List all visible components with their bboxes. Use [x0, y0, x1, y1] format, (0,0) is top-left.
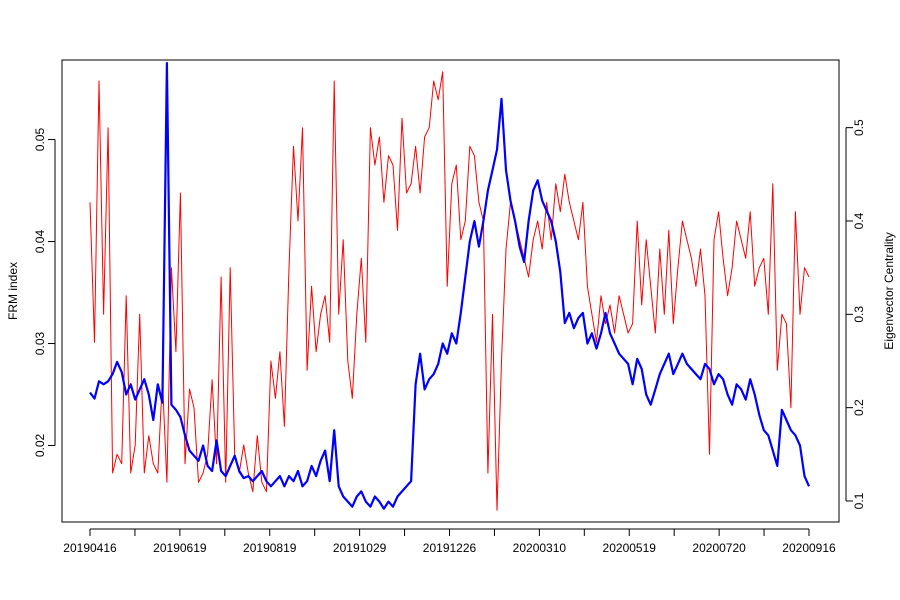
series-layer [89, 61, 811, 511]
series-line-eigenvector-centrality [89, 71, 810, 511]
y-tick-label-left: 0.05 [33, 128, 47, 152]
y-tick-label-left: 0.02 [33, 434, 47, 458]
x-tick-label: 20200310 [513, 541, 567, 555]
x-tick-label: 20190819 [243, 541, 297, 555]
y-tick-label-right: 0.3 [852, 306, 866, 323]
y-tick-label-left: 0.04 [33, 230, 47, 254]
x-tick-label: 20190619 [153, 541, 207, 555]
plot-frame [61, 59, 840, 523]
y-tick-label-right: 0.4 [852, 212, 866, 229]
y-tick-label-right: 0.1 [852, 492, 866, 509]
x-tick-label: 20191226 [423, 541, 477, 555]
x-tick-label: 20200720 [692, 541, 746, 555]
y-tick-label-left: 0.03 [33, 332, 47, 356]
y-tick-label-right: 0.5 [852, 119, 866, 136]
x-tick-label: 20191029 [333, 541, 387, 555]
y-tick-label-right: 0.2 [852, 399, 866, 416]
axes-layer: 20190416 20190619 20190819 20191029 20191226… [33, 119, 866, 555]
x-tick-label: 20200916 [782, 541, 836, 555]
x-tick-label: 20190416 [63, 541, 117, 555]
series-line-frm-index [89, 61, 811, 510]
y-axis-right-title: Eigenvector Centrality [882, 232, 896, 349]
x-tick-label: 20200519 [603, 541, 657, 555]
y-axis-left-title: FRM index [6, 262, 20, 320]
